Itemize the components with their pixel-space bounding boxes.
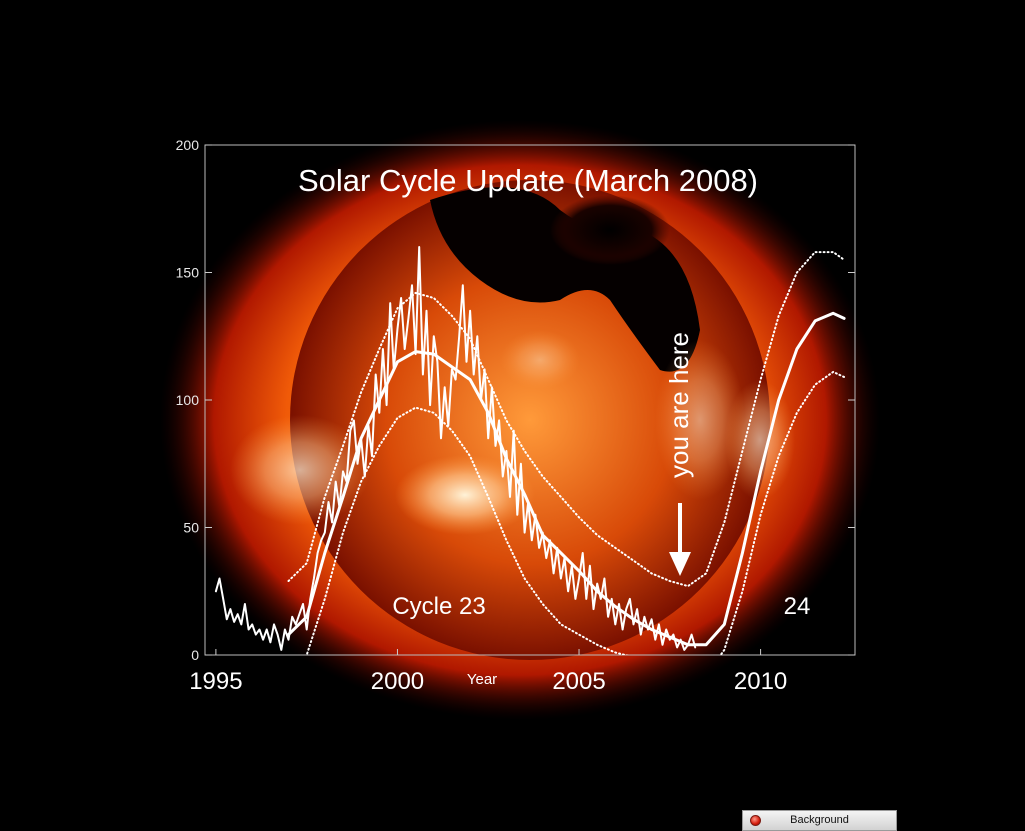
y-tick-label: 50 xyxy=(183,520,199,536)
close-button-icon[interactable] xyxy=(750,815,761,826)
y-tick-label: 100 xyxy=(176,392,200,408)
window-title: Background xyxy=(790,814,849,826)
y-tick-label: 200 xyxy=(176,137,200,153)
series-line-lower-bound xyxy=(305,370,846,655)
y-tick-label: 0 xyxy=(191,647,199,663)
you-are-here-arrow-icon xyxy=(669,503,691,576)
x-tick-label: 2010 xyxy=(734,668,787,695)
cycle-24-label: 24 xyxy=(784,593,811,620)
cycle-23-label: Cycle 23 xyxy=(392,593,485,620)
data-series xyxy=(214,246,846,655)
x-tick-label: 2005 xyxy=(552,668,605,695)
series-line-prediction xyxy=(686,311,846,647)
x-tick-label: 2000 xyxy=(371,668,424,695)
y-axis: 0 50 100 150 200 xyxy=(176,137,855,663)
chart-title: Solar Cycle Update (March 2008) xyxy=(298,163,758,198)
series-line-upper-bound xyxy=(287,251,846,588)
you-are-here-label: you are here xyxy=(664,332,694,478)
y-tick-label: 150 xyxy=(176,265,200,281)
x-tick-label: 1995 xyxy=(189,668,242,695)
series-line-monthly xyxy=(214,246,697,651)
background-window-titlebar[interactable]: Background xyxy=(742,810,897,831)
series-line-smoothed xyxy=(287,350,690,647)
x-axis: 1995 2000 2005 2010 xyxy=(189,649,787,695)
x-axis-label: Year xyxy=(467,671,497,688)
